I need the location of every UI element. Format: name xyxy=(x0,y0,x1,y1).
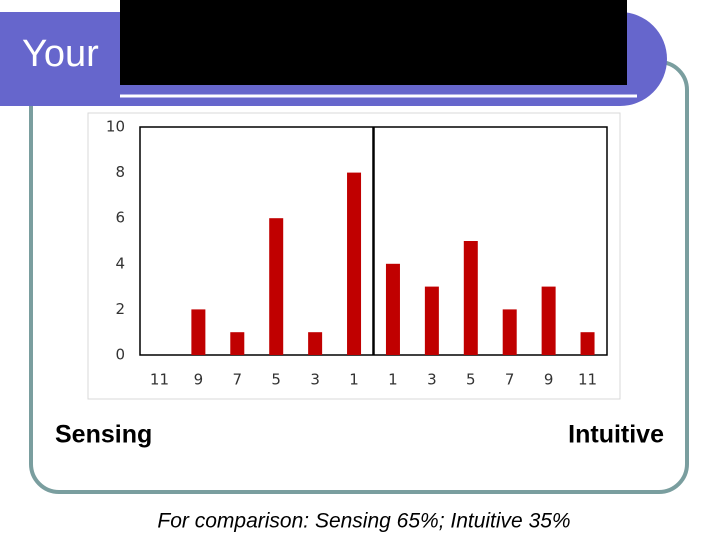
bar xyxy=(308,332,323,355)
y-tick-label: 4 xyxy=(115,254,125,272)
bar xyxy=(269,218,284,355)
y-tick-label: 6 xyxy=(115,209,125,227)
x-tick-label: 1 xyxy=(349,371,359,389)
x-tick-label: 3 xyxy=(310,371,320,389)
x-tick-label: 9 xyxy=(544,371,554,389)
slide-title: Your xyxy=(22,33,99,75)
x-tick-label: 5 xyxy=(466,371,476,389)
bar xyxy=(385,263,400,355)
x-tick-label: 7 xyxy=(505,371,515,389)
redaction-box xyxy=(120,0,627,85)
x-tick-label: 11 xyxy=(578,371,597,389)
left-label: Sensing xyxy=(55,421,152,449)
bar xyxy=(230,332,245,355)
y-tick-label: 0 xyxy=(115,346,125,364)
footnote: For comparison: Sensing 65%; Intuitive 3… xyxy=(157,510,570,533)
x-tick-label: 1 xyxy=(388,371,398,389)
x-tick-label: 9 xyxy=(194,371,204,389)
right-label: Intuitive xyxy=(568,421,664,449)
y-tick-label: 2 xyxy=(115,300,125,318)
bar xyxy=(424,286,439,355)
y-tick-label: 10 xyxy=(106,118,125,136)
bar xyxy=(191,309,206,355)
bar xyxy=(463,241,478,355)
x-tick-label: 5 xyxy=(271,371,281,389)
bar xyxy=(502,309,517,355)
bar xyxy=(580,332,595,355)
y-tick-label: 8 xyxy=(115,163,125,181)
x-tick-label: 7 xyxy=(233,371,243,389)
bar xyxy=(541,286,556,355)
x-tick-label: 3 xyxy=(427,371,437,389)
bar xyxy=(347,172,362,355)
x-tick-label: 11 xyxy=(150,371,169,389)
